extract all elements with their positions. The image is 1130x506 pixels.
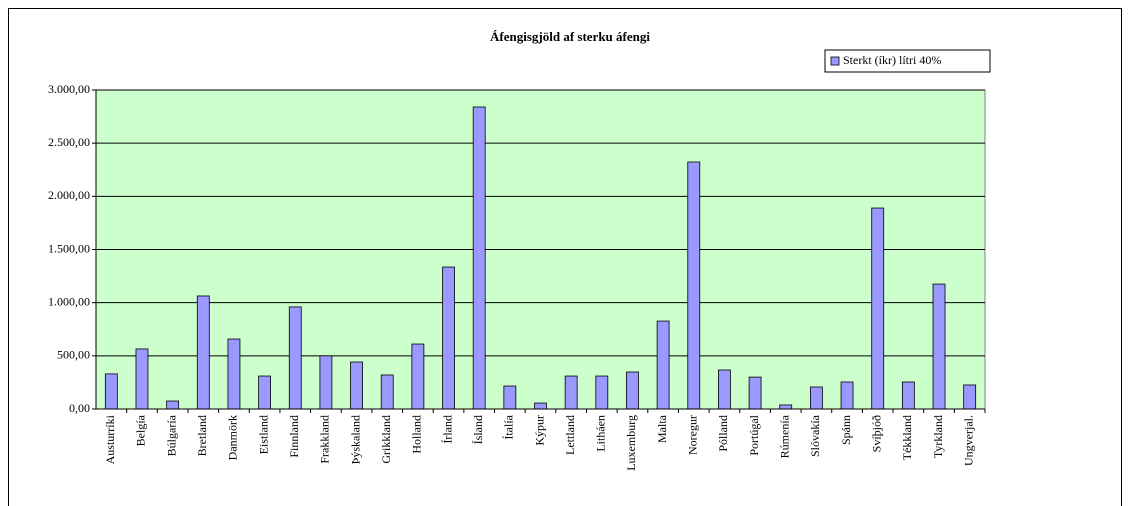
bar <box>472 106 486 410</box>
bar <box>227 338 241 410</box>
x-tick-label: Pólland <box>716 415 730 452</box>
x-tick-label: Ungverjal. <box>961 415 975 466</box>
x-tick-label: Þýskaland <box>348 415 362 464</box>
x-tick-label: Tyrkland <box>931 415 945 458</box>
bar <box>718 369 731 410</box>
x-tick-label: Eistland <box>256 415 270 454</box>
bar <box>901 381 915 410</box>
x-tick-label: Búlgaría <box>164 414 178 456</box>
bar <box>258 375 272 410</box>
x-tick-label: Frakkland <box>318 415 332 464</box>
x-tick-label: Luxemburg <box>624 415 638 471</box>
x-tick-label: Finnland <box>287 415 301 458</box>
bar <box>656 320 670 410</box>
y-tick-label: 0,00 <box>69 401 90 415</box>
x-tick-label: Noregur <box>686 415 700 455</box>
bar <box>687 161 701 410</box>
x-tick-label: Ítalía <box>502 414 516 439</box>
bar <box>288 306 302 410</box>
bar <box>442 266 455 410</box>
chart-title: Áfengisgjöld af sterku áfengi <box>490 29 650 44</box>
bar <box>166 400 180 410</box>
bar <box>932 283 946 410</box>
x-tick-label: Tékkland <box>900 415 914 460</box>
bar <box>411 343 425 410</box>
bar <box>319 355 333 410</box>
legend-swatch <box>830 56 840 66</box>
legend-box <box>824 49 991 73</box>
bar <box>104 373 118 410</box>
bar <box>196 295 210 410</box>
y-tick-label: 2.500,00 <box>48 135 90 149</box>
legend-label: Sterkt (íkr) lítri 40% <box>843 53 941 67</box>
x-tick-label: Portúgal <box>747 414 761 455</box>
bar <box>840 381 854 410</box>
x-tick-label: Spánn <box>839 415 853 445</box>
x-tick-label: Grikkland <box>379 415 393 464</box>
x-tick-label: Kýpur <box>532 415 546 446</box>
bar <box>380 374 394 410</box>
bar <box>809 386 823 410</box>
bar <box>626 371 639 410</box>
bar <box>534 402 547 410</box>
bar <box>779 404 793 410</box>
y-tick-label: 1.500,00 <box>48 241 90 255</box>
bar <box>135 348 149 410</box>
x-tick-label: Lettland <box>563 415 577 455</box>
x-tick-label: Malta <box>655 414 669 443</box>
y-tick-label: 1.000,00 <box>48 294 90 308</box>
x-tick-label: Ísland <box>471 415 485 444</box>
x-tick-label: Írland <box>440 415 454 444</box>
x-tick-label: Slóvakía <box>808 414 822 457</box>
y-tick-label: 2.000,00 <box>48 188 90 202</box>
bar <box>503 385 517 410</box>
x-tick-label: Holland <box>410 415 424 454</box>
bar <box>595 375 609 410</box>
x-tick-label: Rúmenía <box>777 414 791 458</box>
bar <box>564 375 578 410</box>
x-tick-label: Litháen <box>594 415 608 452</box>
bar <box>963 384 977 410</box>
bar <box>871 207 885 410</box>
bar <box>350 361 363 410</box>
x-tick-label: Bretland <box>195 415 209 456</box>
x-tick-label: Austurríki <box>103 414 117 464</box>
x-tick-label: Danmörk <box>226 415 240 460</box>
x-tick-label: Svíþjóð <box>869 415 883 452</box>
y-tick-label: 500,00 <box>57 348 90 362</box>
bar <box>748 376 762 410</box>
y-tick-label: 3.000,00 <box>48 82 90 96</box>
x-tick-label: Belgía <box>134 414 148 446</box>
